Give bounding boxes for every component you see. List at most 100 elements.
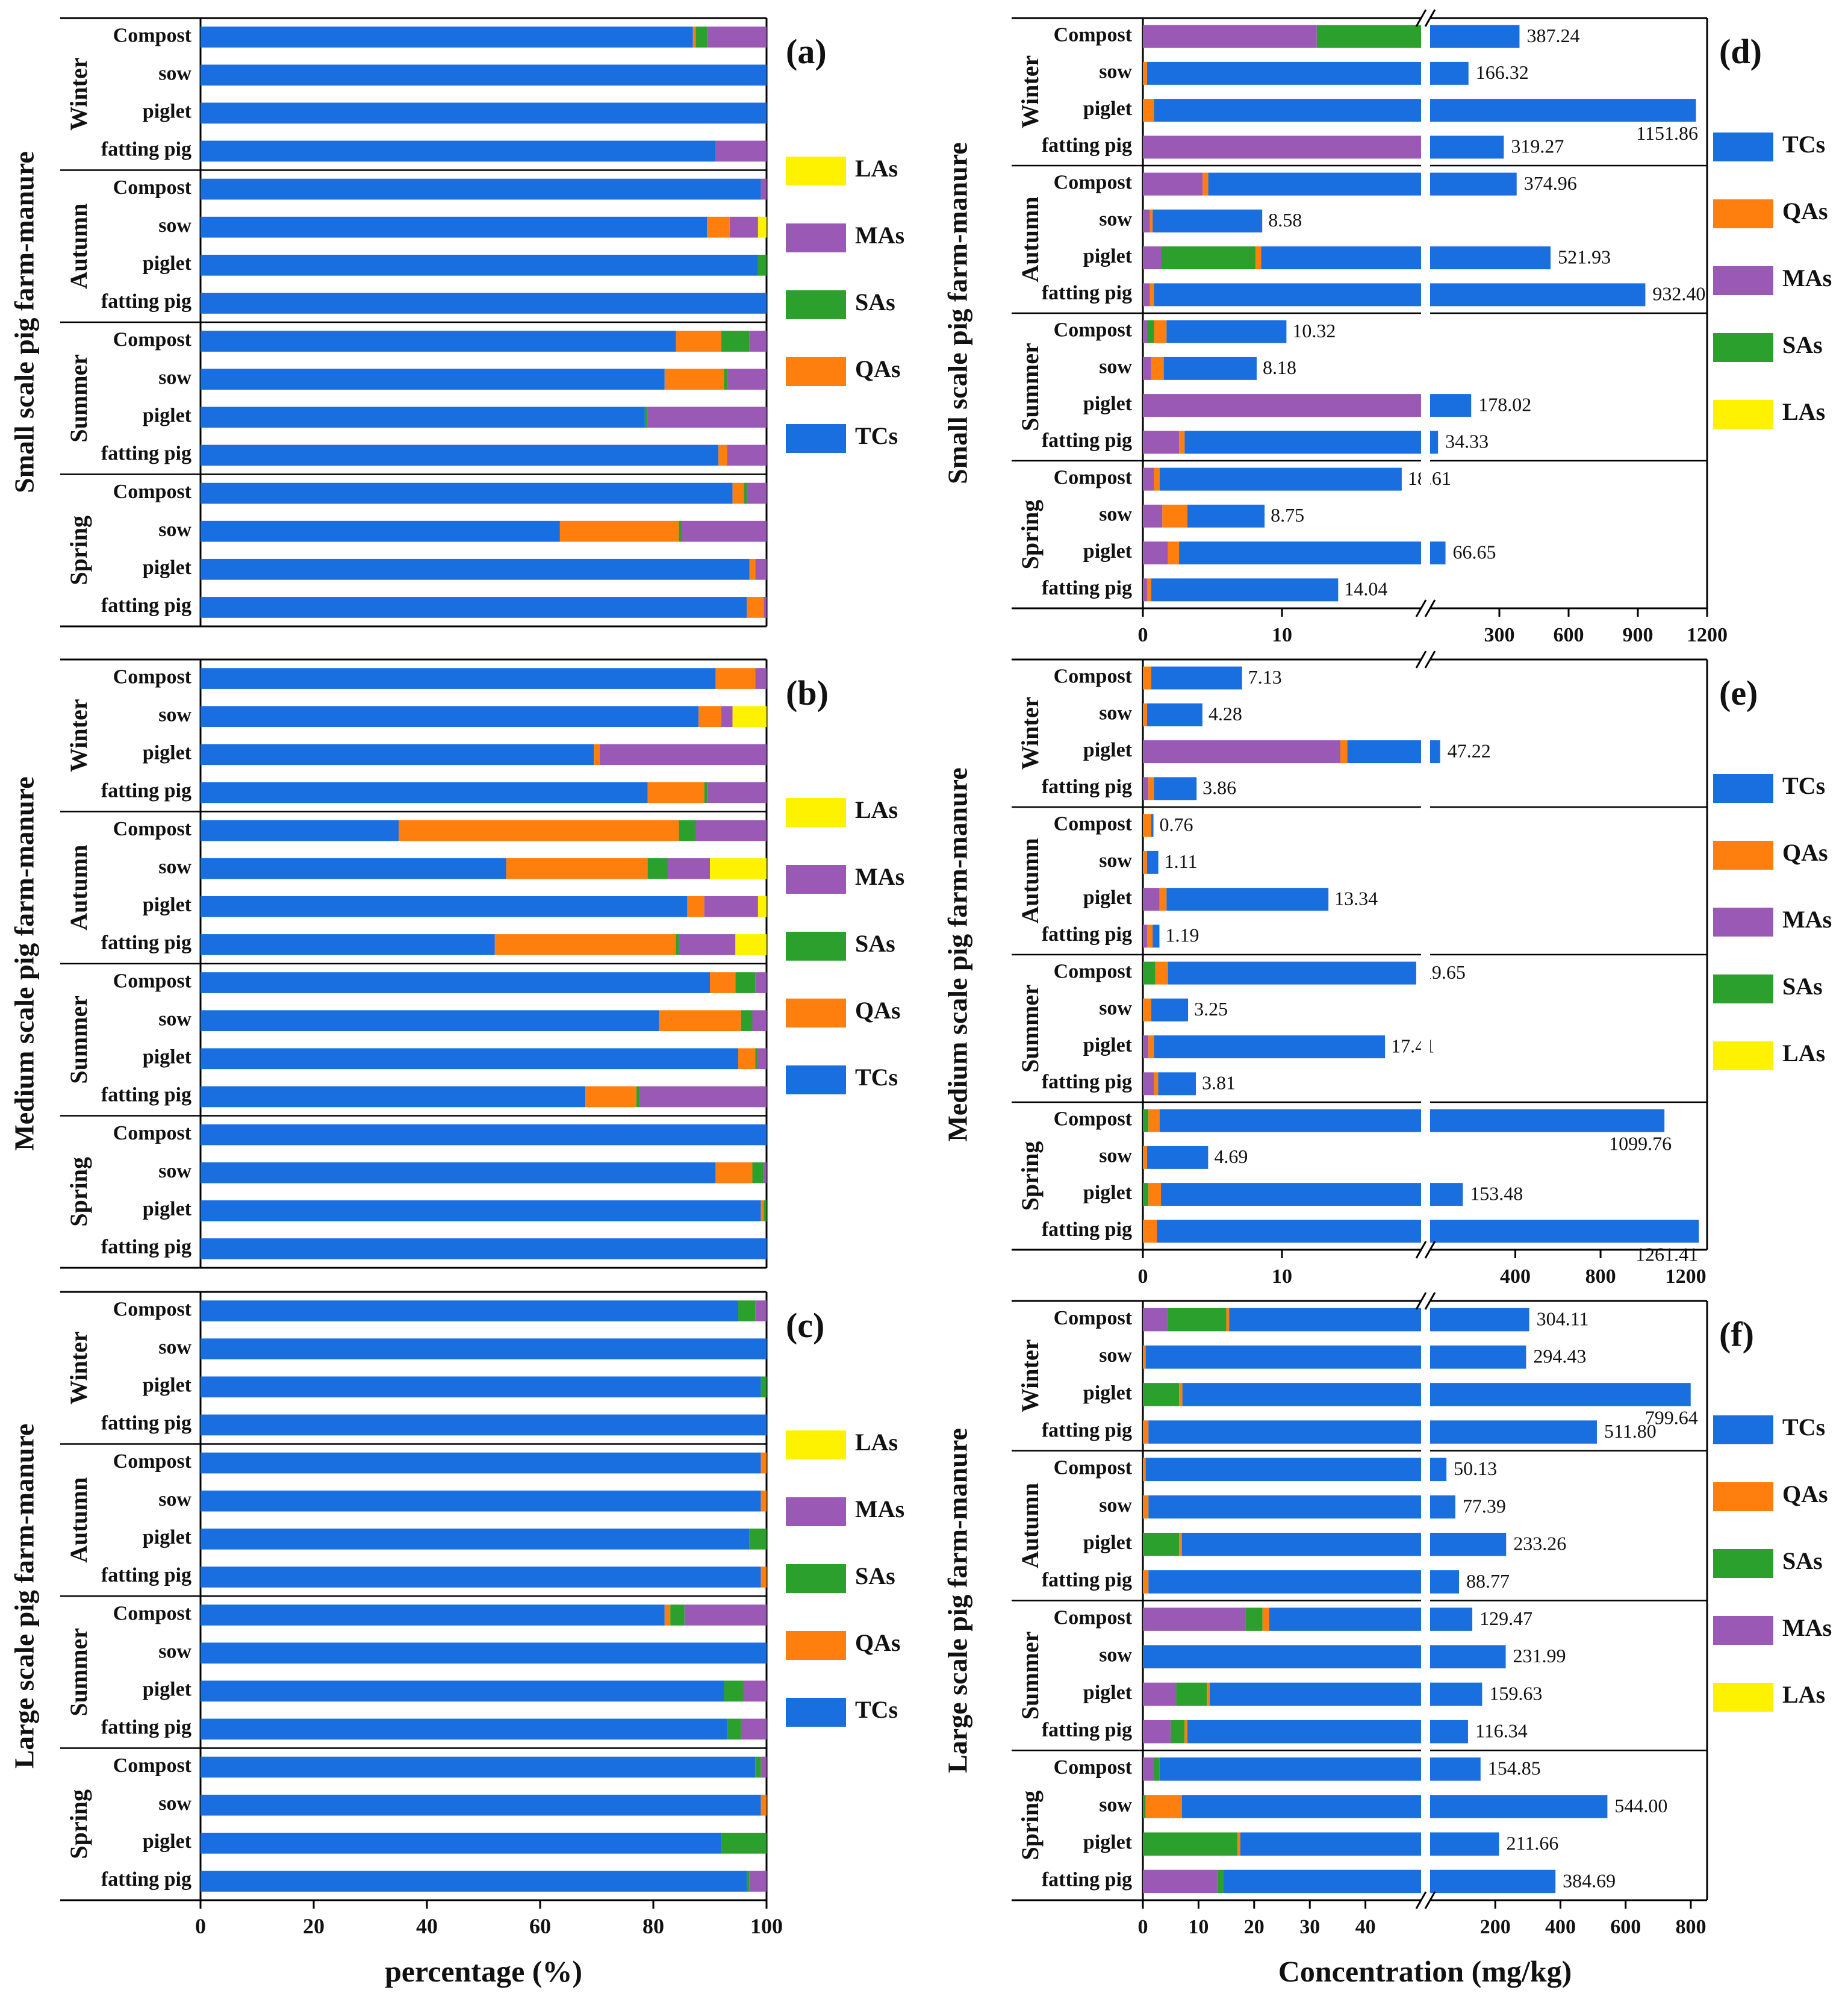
panel-b-legend-swatch-tcs <box>786 1065 846 1094</box>
panel-e-bar-tcs <box>1159 1109 1421 1132</box>
panel-b-row-label: Compost <box>113 970 192 992</box>
panel-e-value-label: 1.19 <box>1165 925 1199 946</box>
panel-b-bar-mas <box>704 896 758 917</box>
panel-f-row-label: sow <box>1099 1644 1132 1667</box>
panel-b-label: (b) <box>786 673 829 713</box>
panel-e-row-label: fatting pig <box>1042 776 1132 798</box>
panel-a-bar-qas <box>732 482 744 504</box>
panel-d-bar-tcs-broken <box>1430 283 1646 307</box>
panel-f-axis-break-gap <box>1421 1300 1430 1911</box>
panel-d-row-label: sow <box>1099 504 1132 526</box>
panel-b-bar-sas <box>704 782 708 803</box>
panel-c-legend-swatch-las <box>786 1430 846 1459</box>
panel-d-x-tick-label: 1200 <box>1687 624 1728 646</box>
panel-c-bar-tcs <box>201 1642 767 1664</box>
panel-f-x-tick-label: 40 <box>1355 1916 1376 1938</box>
panel-f-bar-tcs-broken <box>1430 1757 1481 1781</box>
panel-f-row-label: sow <box>1099 1344 1132 1367</box>
panel-c-season-label-winter: Winter <box>65 1332 92 1405</box>
panel-e-break-mark <box>1415 650 1427 669</box>
panel-f-x-tick-label: 30 <box>1299 1916 1320 1938</box>
panel-f-legend-label-mas: MAs <box>1782 1614 1832 1641</box>
panel-a-row-label: sow <box>158 214 191 237</box>
panel-e-value-label: 3.81 <box>1202 1072 1236 1094</box>
panel-e-x-tick-label: 0 <box>1138 1265 1148 1288</box>
panel-f-value-label: 233.26 <box>1513 1533 1566 1554</box>
panel-b-bar-mas <box>639 1086 767 1108</box>
panel-d-bar-tcs-broken <box>1430 99 1696 122</box>
panel-e-bar-mas <box>1143 740 1341 764</box>
panel-c-x-tick-label: 60 <box>529 1914 551 1938</box>
panel-f-row-label: fatting pig <box>1042 1569 1132 1591</box>
panel-b-bar-sas <box>764 1200 767 1221</box>
panel-f-break-mark <box>1424 1292 1436 1310</box>
panel-b-bar-qas <box>710 972 736 993</box>
panel-d-bar-mas <box>1143 357 1151 380</box>
panel-f-row-label: sow <box>1099 1794 1132 1816</box>
panel-a-row-label: Compost <box>113 481 192 503</box>
panel-f-break-mark <box>1415 1292 1427 1310</box>
panel-c-bar-sas <box>738 1300 756 1321</box>
panel-b-season-label-autumn: Autumn <box>65 845 92 931</box>
panel-d-row-label: fatting pig <box>1042 577 1132 599</box>
panel-c-legend-label-sas: SAs <box>855 1562 895 1589</box>
panel-b-row-label: fatting pig <box>101 1236 191 1258</box>
panel-e-bar-qas <box>1148 1035 1154 1059</box>
panel-d-bar-tcs <box>1154 99 1421 122</box>
panel-d-bar-qas <box>1202 172 1209 196</box>
panel-e-group-title: Medium scale pig farm-manure <box>942 767 973 1141</box>
panel-b-bar-qas <box>715 1162 753 1183</box>
panel-d-legend-swatch-mas <box>1713 266 1773 295</box>
panel-e-value-label: 1099.76 <box>1609 1133 1672 1155</box>
panel-e-legend-swatch-las <box>1713 1041 1773 1070</box>
panel-b-bar-tcs <box>201 1200 761 1221</box>
panel-b-bar-tcs <box>201 1048 738 1070</box>
panel-d-bar-tcs-broken <box>1430 246 1551 270</box>
panel-e-x-tick-label: 400 <box>1500 1265 1531 1288</box>
panel-d-season-label-winter: Winter <box>1016 55 1044 128</box>
panel-a-bar-tcs <box>201 178 761 200</box>
panel-f-bar-sas <box>1171 1720 1185 1744</box>
panel-b-bar-sas <box>741 1010 753 1032</box>
panel-b-bar-qas <box>399 820 679 841</box>
panel-a-season-label-winter: Winter <box>65 58 92 131</box>
panel-b-row-label: sow <box>158 703 191 726</box>
panel-f-row-label: Compost <box>1054 1756 1133 1779</box>
panel-f-legend-swatch-qas <box>1713 1482 1773 1511</box>
panel-f-bar-tcs <box>1148 1495 1421 1519</box>
panel-c-row-label: piglet <box>143 1830 192 1853</box>
panel-a-legend-label-sas: SAs <box>855 288 895 316</box>
panel-c-bar-tcs <box>201 1832 721 1854</box>
panel-d-row-label: fatting pig <box>1042 429 1132 452</box>
panel-b-bar-mas <box>599 744 767 766</box>
panel-d-bar-mas <box>1143 431 1180 454</box>
panel-b-legend-label-tcs: TCs <box>855 1064 898 1091</box>
panel-d-bar-qas <box>1179 431 1185 454</box>
panel-a-bar-mas <box>727 369 767 390</box>
panel-e-bar-tcs <box>1166 888 1329 911</box>
panel-d-value-label: 178.02 <box>1478 393 1531 415</box>
panel-f-bar-tcs <box>1240 1832 1421 1856</box>
panel-c-bar-tcs <box>201 1680 724 1702</box>
panel-b-bar-qas <box>698 706 721 728</box>
panel-d-bar-mas <box>1143 504 1163 528</box>
panel-b-bar-las <box>735 934 767 955</box>
panel-c-row-label: piglet <box>143 1526 192 1548</box>
panel-b-bar-qas <box>761 1200 764 1221</box>
panel-a-row-label: sow <box>158 366 191 388</box>
panel-e-legend-swatch-tcs <box>1713 774 1773 803</box>
panel-d-row-label: Compost <box>1054 466 1133 488</box>
panel-d-row-label: piglet <box>1083 393 1133 415</box>
panel-c-bar-qas <box>761 1567 767 1588</box>
panel-c-bar-mas <box>755 1300 767 1321</box>
panel-f-row-label: sow <box>1099 1494 1132 1517</box>
panel-c-bar-qas <box>664 1604 671 1626</box>
panel-d-x-tick-label: 300 <box>1484 624 1515 646</box>
panel-a-bar-tcs <box>201 140 716 162</box>
panel-e-row-label: sow <box>1099 997 1132 1020</box>
panel-a-bar-mas <box>747 482 767 504</box>
panel-b-legend-label-sas: SAs <box>855 930 895 957</box>
panel-d-bar-mas <box>1143 246 1162 270</box>
panel-e-bar-tcs <box>1347 740 1421 764</box>
panel-a-legend-swatch-mas <box>786 223 846 252</box>
